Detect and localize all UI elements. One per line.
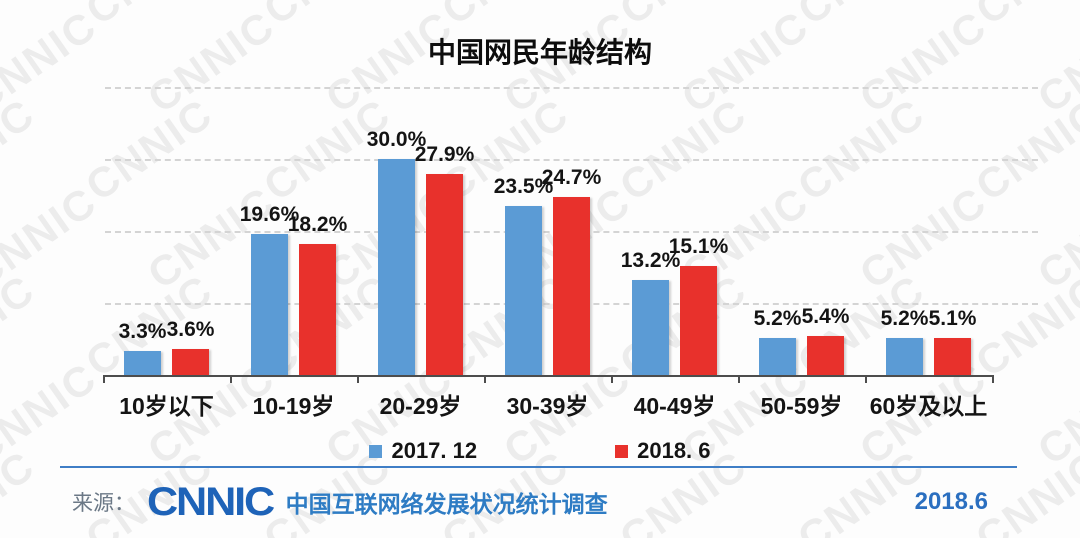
bar-value-label: 3.6% (166, 318, 215, 341)
axis-tick (611, 375, 613, 383)
axis-tick (230, 375, 232, 383)
category-label: 10岁以下 (119, 393, 214, 419)
bar-value-label: 5.2% (753, 307, 802, 330)
bar-value-label: 30.0% (366, 128, 427, 151)
axis-tick (865, 375, 867, 383)
category-label: 30-39岁 (506, 393, 589, 419)
axis-tick (357, 375, 359, 383)
category-label: 50-59岁 (760, 393, 843, 419)
bar-value-label: 5.2% (880, 307, 929, 330)
bar-value-label: 19.6% (239, 203, 300, 226)
legend-label: 2017. 12 (391, 438, 478, 463)
axis-tick (992, 375, 994, 383)
bar (553, 197, 590, 375)
source-text: 中国互联网络发展状况统计调查 (285, 491, 608, 517)
bar (172, 349, 209, 375)
footer-date: 2018.6 (914, 488, 988, 515)
bar-value-label: 15.1% (668, 235, 729, 258)
bar-value-label: 18.2% (287, 213, 348, 236)
bar (124, 351, 161, 375)
bar (807, 336, 844, 375)
bar-value-label: 27.9% (414, 143, 475, 166)
bar (299, 244, 336, 375)
bar (759, 338, 796, 375)
legend-item: 2017. 12 (369, 438, 477, 464)
bar-value-label: 5.1% (928, 307, 977, 330)
legend-swatch (615, 444, 629, 458)
bar (251, 234, 288, 375)
chart-title: 中国网民年龄结构 (427, 37, 652, 68)
bar (680, 266, 717, 375)
bar (505, 206, 542, 375)
category-label: 60岁及以上 (869, 393, 988, 419)
axis-tick (738, 375, 740, 383)
bar (426, 174, 463, 375)
bar (934, 338, 971, 375)
footer: 来源： CNNIC 中国互联网络发展状况统计调查 2018.6 (0, 472, 1080, 532)
source-label: 来源： (72, 492, 135, 515)
axis-tick (484, 375, 486, 383)
legend-label: 2018. 6 (637, 438, 711, 463)
footer-source-group: 来源： CNNIC 中国互联网络发展状况统计调查 (72, 482, 608, 522)
gridline (105, 159, 1038, 161)
category-label: 20-29岁 (379, 393, 462, 419)
bar-value-label: 3.3% (118, 320, 167, 343)
x-axis-line (103, 375, 992, 377)
bar (378, 159, 415, 375)
bar-value-label: 13.2% (620, 249, 681, 272)
legend-swatch (369, 444, 383, 458)
bar-value-label: 5.4% (801, 305, 850, 328)
axis-tick (103, 375, 105, 383)
bar (886, 338, 923, 375)
bar (632, 280, 669, 375)
category-label: 40-49岁 (633, 393, 716, 419)
bar-value-label: 23.5% (493, 175, 554, 198)
legend-item: 2018. 6 (615, 438, 711, 464)
gridline (105, 87, 1038, 89)
bar-value-label: 24.7% (541, 166, 602, 189)
category-label: 10-19岁 (252, 393, 335, 419)
cnnic-logo: CNNIC (147, 480, 275, 524)
footer-separator (60, 466, 1017, 468)
legend: 2017. 12 2018. 6 (0, 438, 1080, 464)
